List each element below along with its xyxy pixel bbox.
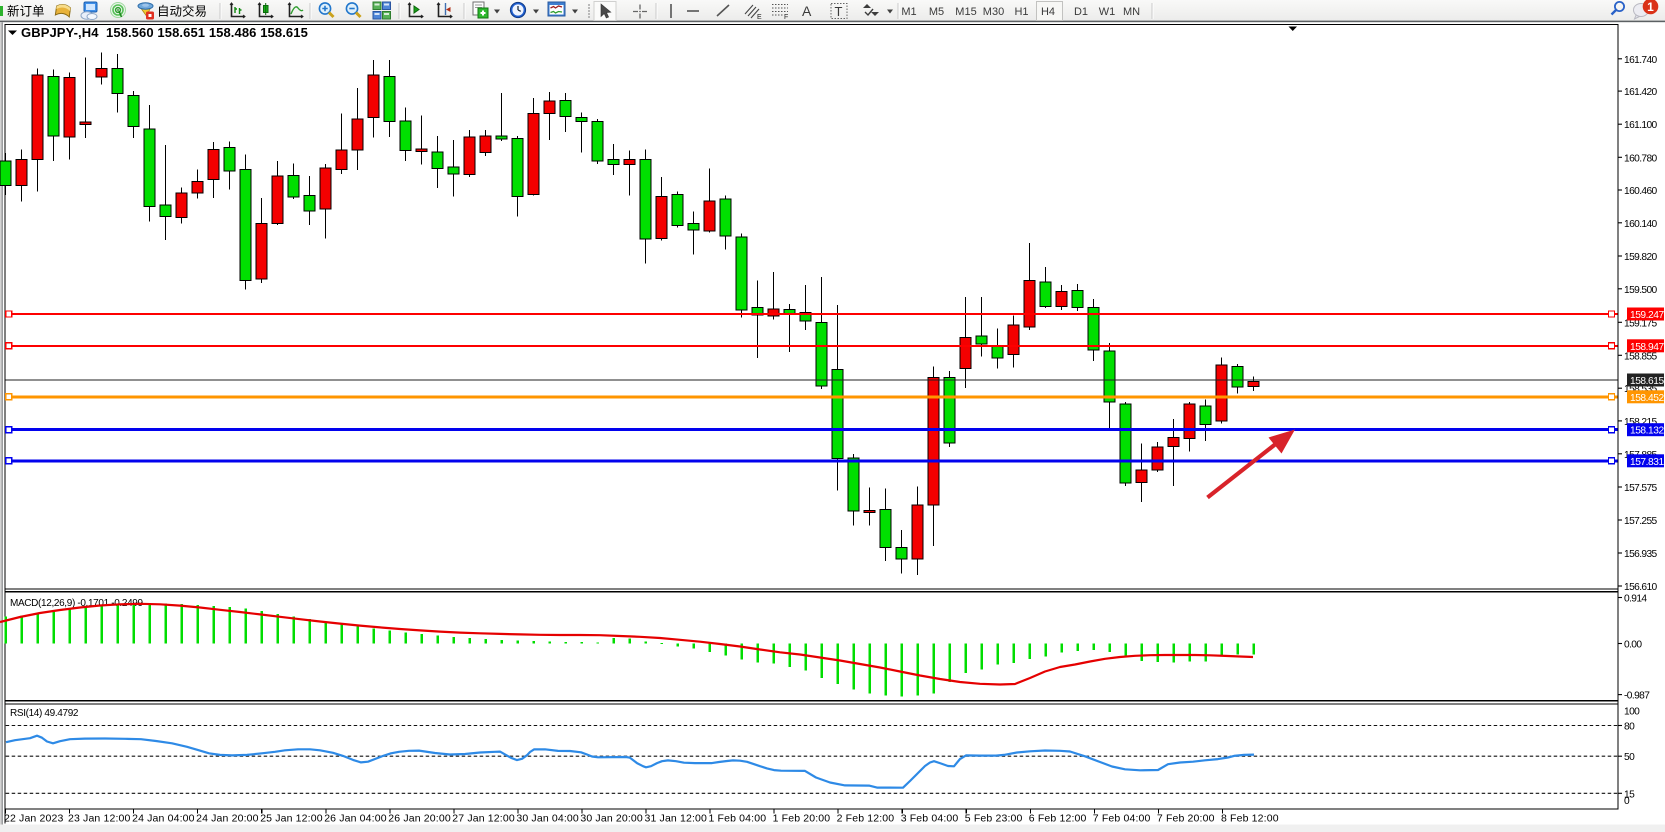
svg-text:30 Jan 20:00: 30 Jan 20:00 xyxy=(580,813,643,825)
svg-text:160.460: 160.460 xyxy=(1624,186,1658,197)
svg-text:159.247: 159.247 xyxy=(1630,310,1664,321)
svg-text:158.452: 158.452 xyxy=(1630,393,1664,404)
svg-text:160.140: 160.140 xyxy=(1624,219,1658,230)
svg-text:1 Feb 20:00: 1 Feb 20:00 xyxy=(773,813,831,825)
svg-text:0: 0 xyxy=(1624,796,1630,807)
svg-text:A: A xyxy=(802,3,812,19)
svg-text:-0.987: -0.987 xyxy=(1624,691,1650,702)
svg-text:161.740: 161.740 xyxy=(1624,55,1658,66)
svg-text:24 Jan 20:00: 24 Jan 20:00 xyxy=(196,813,259,825)
svg-text:3 Feb 04:00: 3 Feb 04:00 xyxy=(901,813,959,825)
svg-text:158.615: 158.615 xyxy=(1630,376,1664,387)
svg-text:RSI(14) 49.4792: RSI(14) 49.4792 xyxy=(10,708,79,719)
svg-text:80: 80 xyxy=(1624,722,1635,733)
svg-text:158.535: 158.535 xyxy=(1624,384,1658,395)
svg-text:0.914: 0.914 xyxy=(1624,594,1647,605)
svg-text:自动交易: 自动交易 xyxy=(157,4,207,19)
svg-text:25 Jan 12:00: 25 Jan 12:00 xyxy=(260,813,323,825)
svg-text:T: T xyxy=(835,4,843,19)
svg-text:H4: H4 xyxy=(1041,6,1055,18)
svg-text:158.947: 158.947 xyxy=(1630,342,1664,353)
svg-text:100: 100 xyxy=(1624,706,1640,717)
svg-text:27 Jan 12:00: 27 Jan 12:00 xyxy=(452,813,515,825)
svg-text:GBPJPY-,H4 158.560 158.651 15: GBPJPY-,H4 158.560 158.651 158.486 158.6… xyxy=(21,25,308,40)
svg-text:26 Jan 20:00: 26 Jan 20:00 xyxy=(388,813,451,825)
svg-text:H1: H1 xyxy=(1014,6,1028,18)
svg-text:M15: M15 xyxy=(955,6,976,18)
svg-text:161.420: 161.420 xyxy=(1624,87,1658,98)
svg-text:24 Jan 04:00: 24 Jan 04:00 xyxy=(132,813,195,825)
svg-text:158.215: 158.215 xyxy=(1624,417,1658,428)
svg-text:5 Feb 23:00: 5 Feb 23:00 xyxy=(965,813,1023,825)
svg-text:30 Jan 04:00: 30 Jan 04:00 xyxy=(516,813,579,825)
svg-text:F: F xyxy=(784,14,788,21)
svg-text:157.831: 157.831 xyxy=(1630,457,1664,468)
svg-text:161.100: 161.100 xyxy=(1624,120,1658,131)
svg-text:159.820: 159.820 xyxy=(1624,252,1658,263)
svg-text:7 Feb 04:00: 7 Feb 04:00 xyxy=(1093,813,1151,825)
svg-text:W1: W1 xyxy=(1099,6,1116,18)
svg-text:156.935: 156.935 xyxy=(1624,549,1658,560)
svg-text:159.500: 159.500 xyxy=(1624,285,1658,296)
svg-text:160.780: 160.780 xyxy=(1624,153,1658,164)
svg-text:158.132: 158.132 xyxy=(1630,426,1664,437)
svg-text:15: 15 xyxy=(1624,789,1635,800)
svg-text:159.175: 159.175 xyxy=(1624,318,1658,329)
svg-text:156.610: 156.610 xyxy=(1624,582,1658,593)
svg-text:MN: MN xyxy=(1123,6,1140,18)
svg-text:6 Feb 12:00: 6 Feb 12:00 xyxy=(1029,813,1087,825)
svg-text:M5: M5 xyxy=(929,6,944,18)
svg-text:8 Feb 12:00: 8 Feb 12:00 xyxy=(1221,813,1279,825)
svg-text:31 Jan 12:00: 31 Jan 12:00 xyxy=(645,813,708,825)
svg-text:2 Feb 12:00: 2 Feb 12:00 xyxy=(837,813,895,825)
svg-text:1 Feb 04:00: 1 Feb 04:00 xyxy=(709,813,767,825)
svg-text:157.575: 157.575 xyxy=(1624,483,1658,494)
svg-text:M1: M1 xyxy=(901,6,916,18)
svg-text:E: E xyxy=(757,14,762,21)
svg-text:7 Feb 20:00: 7 Feb 20:00 xyxy=(1157,813,1215,825)
svg-text:22 Jan 2023: 22 Jan 2023 xyxy=(4,813,63,825)
svg-text:23 Jan 12:00: 23 Jan 12:00 xyxy=(68,813,131,825)
svg-text:158.855: 158.855 xyxy=(1624,351,1658,362)
svg-text:1: 1 xyxy=(1647,0,1654,14)
svg-text:26 Jan 04:00: 26 Jan 04:00 xyxy=(324,813,387,825)
svg-text:50: 50 xyxy=(1624,752,1635,763)
svg-text:新订单: 新订单 xyxy=(7,4,45,19)
svg-text:MACD(12,26,9) -0.1701 -0.2499: MACD(12,26,9) -0.1701 -0.2499 xyxy=(10,598,143,609)
svg-text:0.00: 0.00 xyxy=(1624,640,1642,651)
svg-text:D1: D1 xyxy=(1074,6,1088,18)
svg-text:157.255: 157.255 xyxy=(1624,516,1658,527)
svg-text:M30: M30 xyxy=(983,6,1004,18)
